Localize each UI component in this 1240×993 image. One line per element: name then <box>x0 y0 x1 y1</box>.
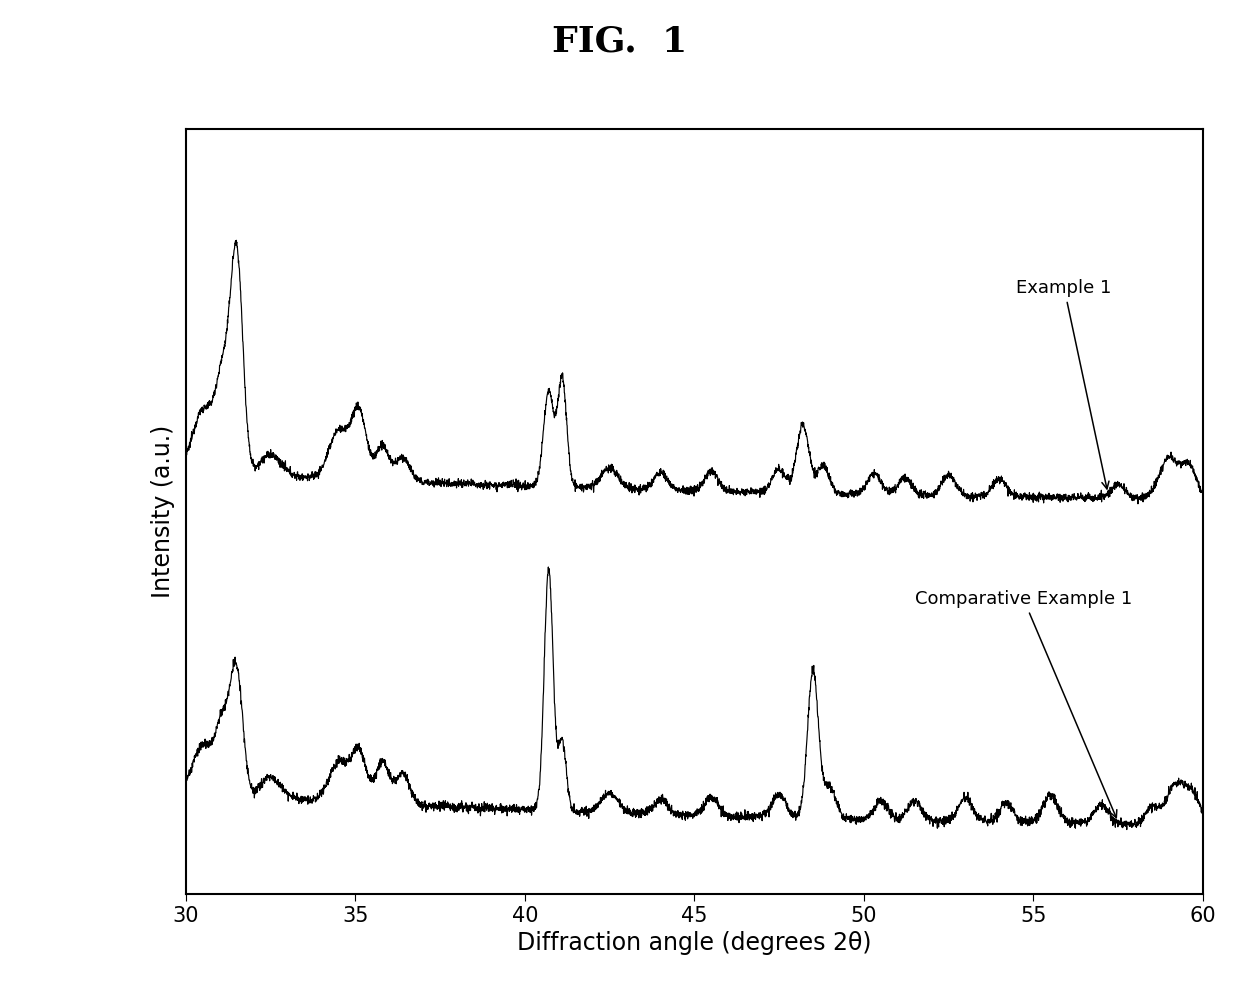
Text: Comparative Example 1: Comparative Example 1 <box>915 590 1132 817</box>
Text: Example 1: Example 1 <box>1017 279 1112 489</box>
Y-axis label: Intensity (a.u.): Intensity (a.u.) <box>151 425 175 598</box>
Text: FIG.  1: FIG. 1 <box>552 25 688 59</box>
X-axis label: Diffraction angle (degrees 2θ): Diffraction angle (degrees 2θ) <box>517 931 872 955</box>
